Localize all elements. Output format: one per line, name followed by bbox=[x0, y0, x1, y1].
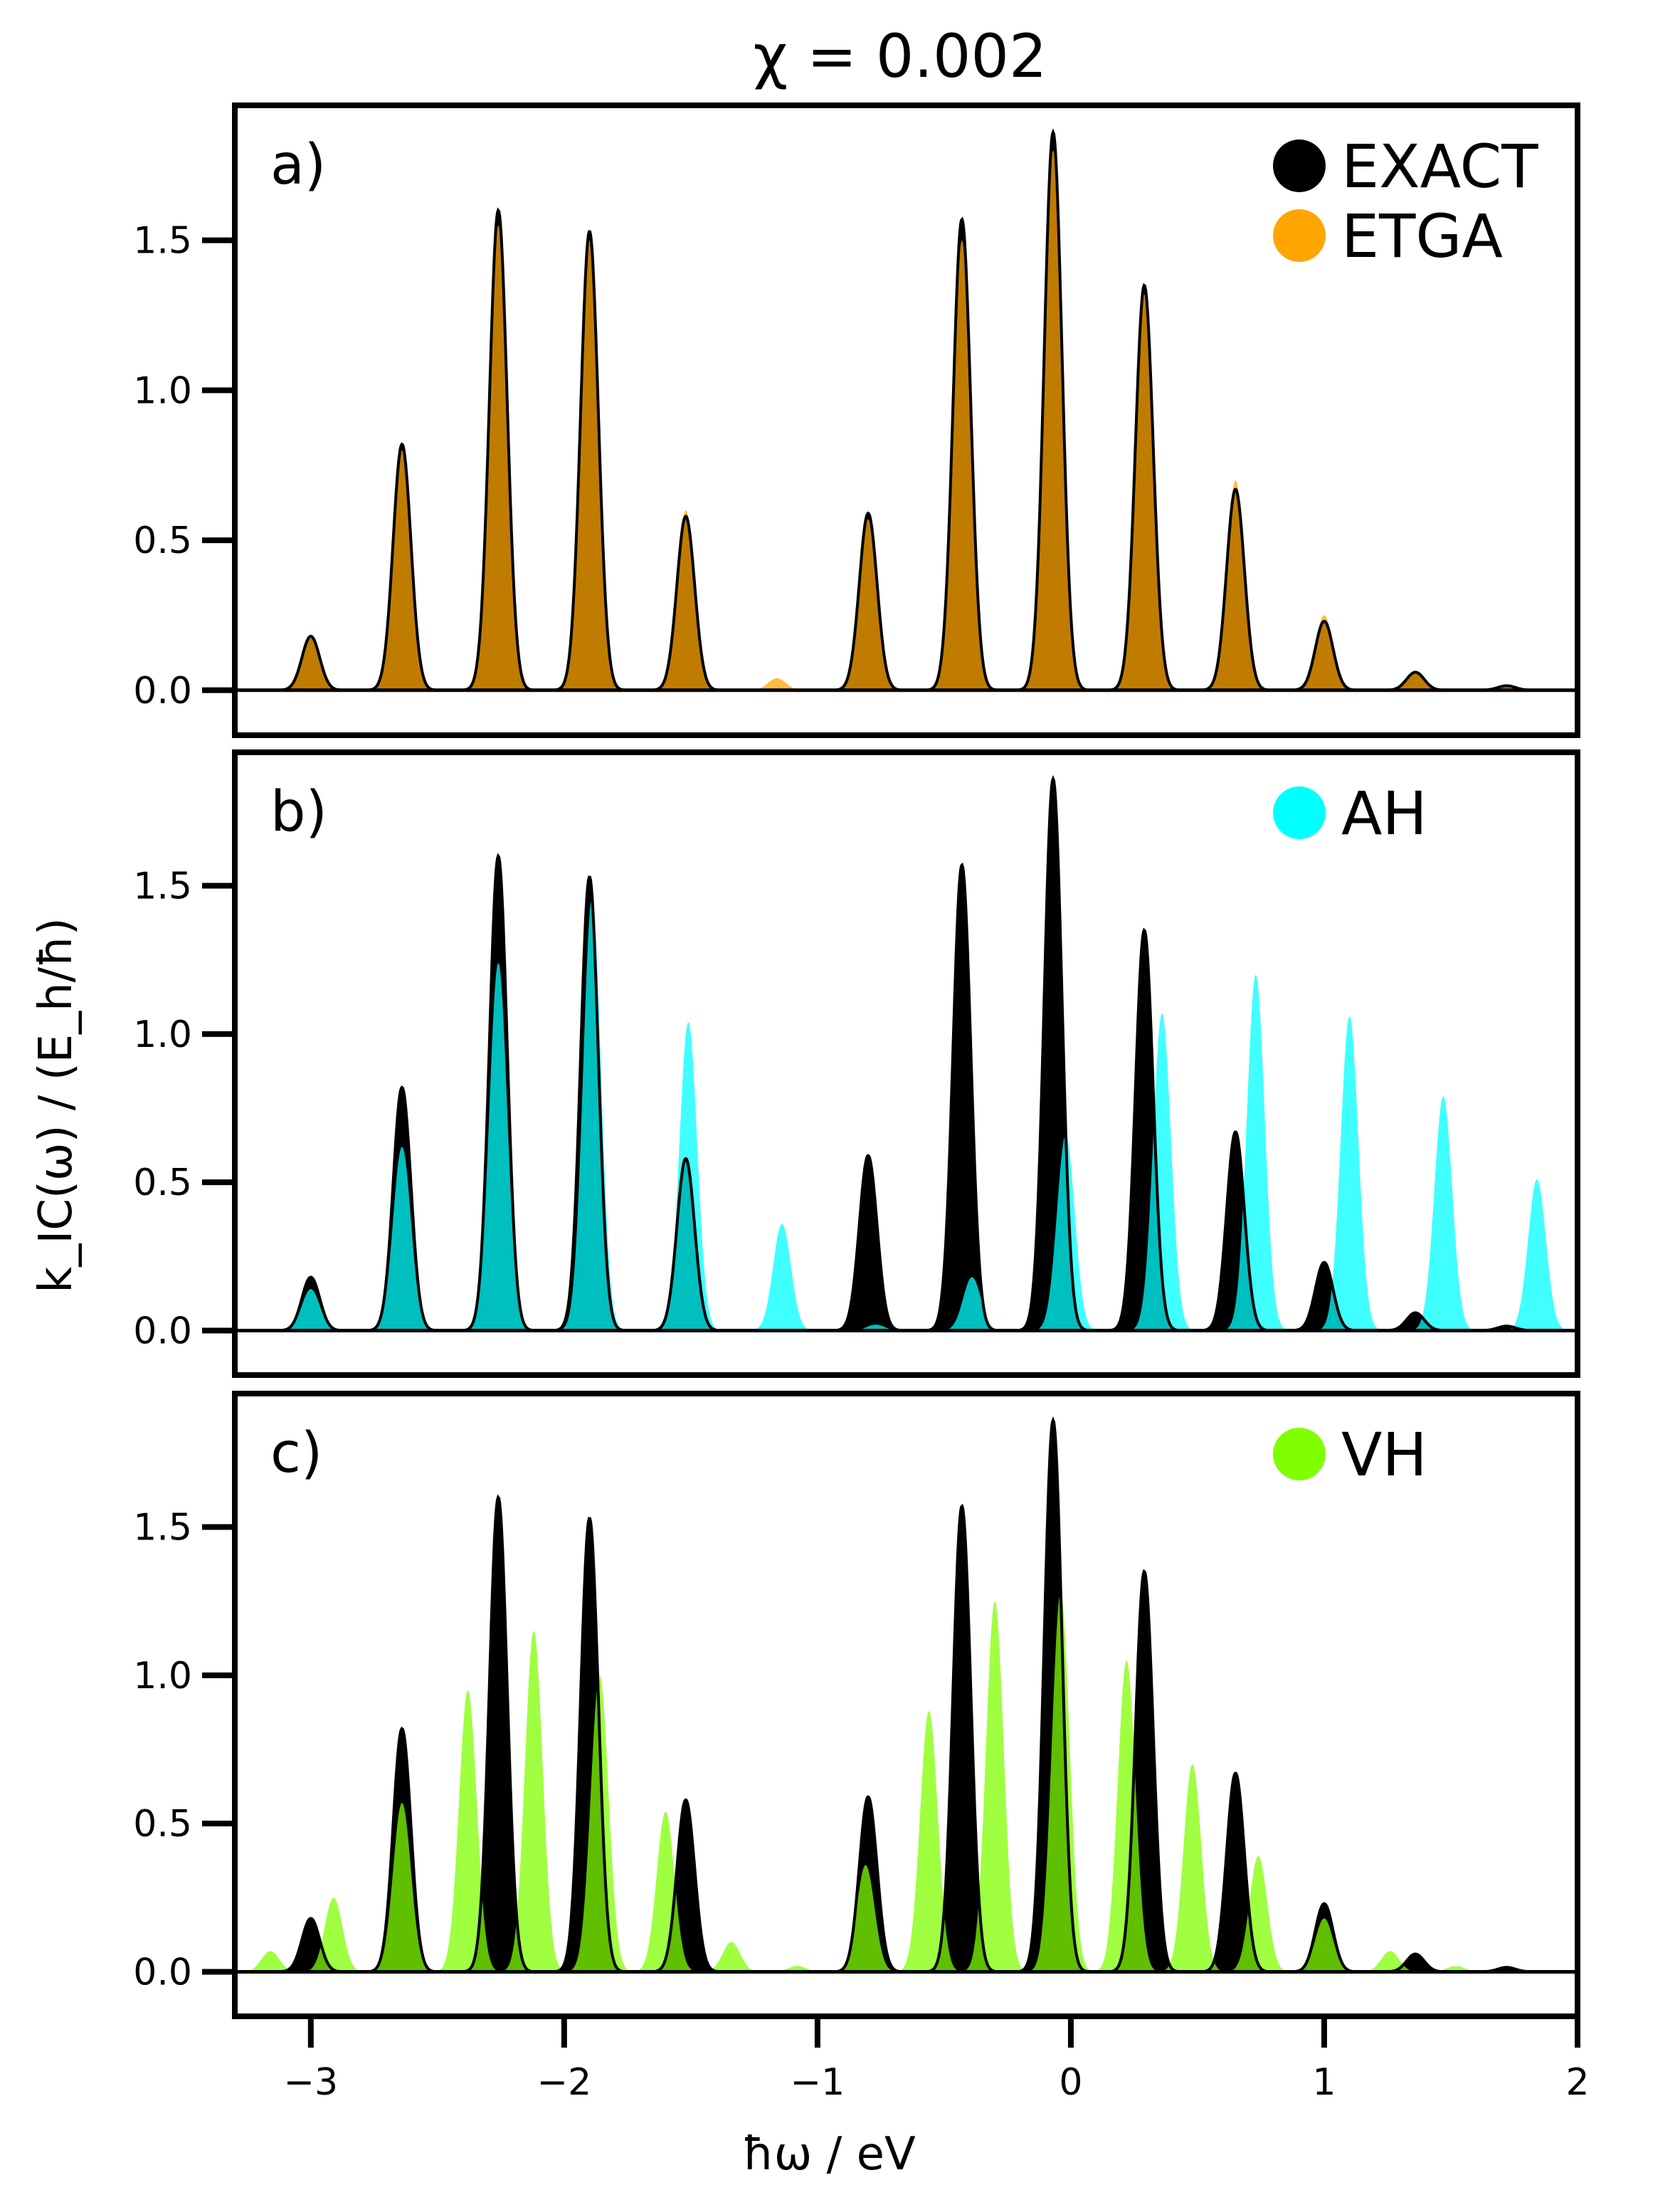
panel-b: 0.0 0.5 1.0 1.5 b) AH bbox=[133, 749, 1580, 1378]
figure-title: χ = 0.002 bbox=[754, 21, 1047, 91]
y-tick-label: 1.0 bbox=[133, 1655, 192, 1697]
y-tick-label: 0.0 bbox=[133, 1952, 192, 1994]
exact-area bbox=[235, 1420, 1578, 1972]
y-axis-label: k_IC(ω) / (E_h/ħ) bbox=[30, 917, 83, 1292]
plot-area bbox=[235, 1416, 1578, 1974]
y-tick-label: 0.5 bbox=[133, 1803, 192, 1846]
plot-area bbox=[235, 128, 1578, 693]
x-tick-label: −2 bbox=[537, 2061, 592, 2104]
y-tick-label: 1.0 bbox=[133, 1013, 192, 1056]
y-tick-label: 0.0 bbox=[133, 1310, 192, 1353]
panel-c: 0.0 0.5 1.0 1.5 c) VH bbox=[133, 1391, 1580, 2019]
legend-label-exact: EXACT bbox=[1341, 132, 1538, 201]
legend-label-etga: ETGA bbox=[1341, 201, 1503, 271]
y-tick-label: 0.0 bbox=[133, 670, 192, 712]
exact-line bbox=[235, 774, 1578, 1332]
panel-label: a) bbox=[270, 133, 326, 197]
y-tick-label: 0.5 bbox=[133, 1162, 192, 1204]
x-tick-label: −1 bbox=[791, 2061, 845, 2104]
legend-label-vh: VH bbox=[1341, 1420, 1427, 1490]
legend-marker-vh bbox=[1273, 1428, 1326, 1480]
x-tick-label: −3 bbox=[283, 2061, 338, 2104]
panel-label: b) bbox=[270, 780, 327, 844]
vh-area bbox=[235, 1592, 1578, 1972]
legend-label-ah: AH bbox=[1341, 779, 1427, 848]
exact-line bbox=[235, 1416, 1578, 1974]
panel-frame bbox=[232, 1391, 1580, 2019]
y-tick-label: 1.5 bbox=[133, 220, 192, 263]
x-tick-label: 0 bbox=[1059, 2061, 1082, 2104]
y-tick-label: 1.5 bbox=[133, 865, 192, 908]
exact-area bbox=[235, 779, 1578, 1331]
ah-area bbox=[235, 897, 1578, 1331]
legend-marker-etga bbox=[1273, 209, 1326, 262]
panel-label: c) bbox=[270, 1421, 322, 1485]
y-tick-label: 1.0 bbox=[133, 369, 192, 412]
x-tick-label: 1 bbox=[1312, 2061, 1336, 2104]
panel-frame bbox=[232, 102, 1580, 738]
etga-area bbox=[235, 150, 1578, 690]
x-axis: −3 −2 −1 0 1 2 bbox=[283, 2016, 1590, 2104]
y-tick-label: 1.5 bbox=[133, 1507, 192, 1549]
legend-marker-ah bbox=[1273, 786, 1326, 839]
plot-area bbox=[235, 774, 1578, 1332]
legend-marker-exact bbox=[1273, 139, 1326, 192]
x-tick-label: 2 bbox=[1565, 2061, 1589, 2104]
x-axis-label: ħω / eV bbox=[742, 2128, 916, 2181]
panel-frame bbox=[232, 749, 1580, 1378]
y-tick-label: 0.5 bbox=[133, 520, 192, 562]
